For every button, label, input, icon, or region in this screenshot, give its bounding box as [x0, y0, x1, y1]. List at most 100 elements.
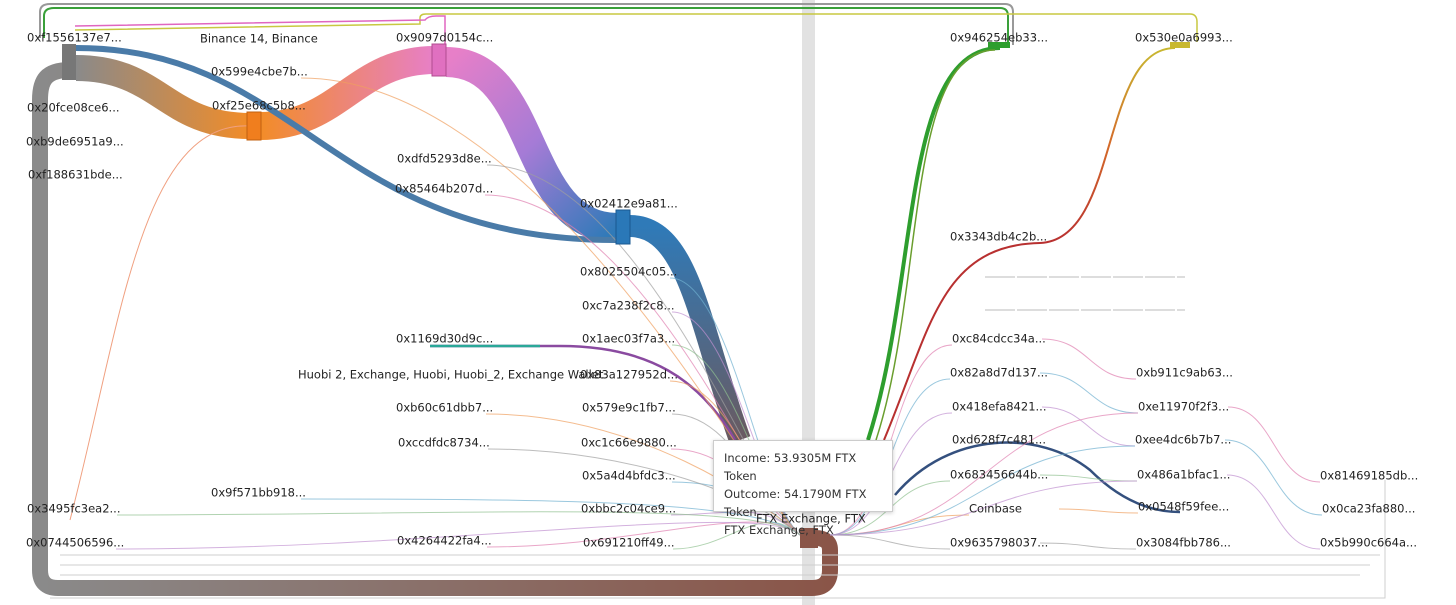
node-label[interactable]: 0x5b990c664a...: [1320, 536, 1417, 550]
link: [487, 448, 801, 536]
node-label[interactable]: 0x5a4d4bfdc3...: [582, 469, 676, 483]
link: [875, 49, 996, 441]
node-label[interactable]: 0xe11970f2f3...: [1138, 400, 1229, 414]
link: [1039, 47, 1176, 244]
link: [1039, 474, 1138, 482]
node-label[interactable]: 0x579e9c1fb7...: [582, 401, 676, 415]
tooltip-line: Outcome: 54.1790M FTX Token: [724, 487, 867, 519]
node-label[interactable]: 0x4264422fa4...: [397, 534, 492, 548]
link: [116, 511, 801, 536]
node-label[interactable]: 0x599e4cbe7b...: [211, 65, 308, 79]
node-label[interactable]: 0x9f571bb918...: [211, 486, 306, 500]
node-label[interactable]: 0x3343db4c2b...: [950, 230, 1047, 244]
node: [800, 528, 818, 548]
node-label[interactable]: 0x8025504c05...: [580, 265, 677, 279]
link: [69, 125, 251, 521]
node-label[interactable]: Coinbase: [969, 502, 1022, 516]
node-label[interactable]: 0x530e0a6993...: [1135, 31, 1233, 45]
node-label[interactable]: 0x85464b207d...: [395, 182, 493, 196]
link: [444, 47, 620, 243]
node: [431, 43, 447, 77]
node: [1170, 42, 1190, 48]
link: [1039, 542, 1137, 550]
node-label[interactable]: 0xf188631bde...: [28, 168, 123, 182]
link: [1226, 474, 1321, 550]
node-label[interactable]: 0x946254eb33...: [950, 31, 1048, 45]
node-label[interactable]: 0xc7a238f2c8...: [582, 299, 675, 313]
link: [74, 15, 446, 45]
tooltip-line: FTX Exchange, FTX: [724, 523, 834, 537]
link: [75, 45, 617, 243]
node-label[interactable]: 0x1aec03f7a3...: [582, 332, 675, 346]
link: [1039, 372, 1139, 414]
node: [246, 111, 262, 141]
node-label[interactable]: 0xdfd5293d8e...: [397, 152, 492, 166]
node-label[interactable]: 0x20fce08ce6...: [27, 101, 120, 115]
tooltip: Income: 53.9305M FTX Token Outcome: 54.1…: [713, 440, 893, 537]
node-label[interactable]: 0x0548f59fee...: [1138, 500, 1229, 514]
node-label[interactable]: 0x83a127952d...: [580, 368, 678, 382]
node-label[interactable]: 0xd628f7c481...: [952, 433, 1046, 447]
node-label[interactable]: 0xc84cdcc34a...: [952, 332, 1046, 346]
link: [671, 344, 801, 536]
node-label[interactable]: 0x3084fbb786...: [1136, 536, 1231, 550]
node-label[interactable]: 0x0ca23fa880...: [1322, 502, 1415, 516]
link: [671, 311, 801, 536]
node-label[interactable]: 0x691210ff49...: [583, 536, 675, 550]
link: [32, 62, 838, 596]
link: [485, 413, 801, 536]
link: [829, 412, 1139, 536]
node-label[interactable]: 0xc1c66e9880...: [581, 436, 677, 450]
node-label[interactable]: 0xbbc2c04ce9...: [581, 502, 676, 516]
node-label[interactable]: 0x9097d0154c...: [396, 31, 493, 45]
node-label[interactable]: 0x02412e9a81...: [580, 197, 678, 211]
node-label[interactable]: 0xf25e68c5b8...: [212, 99, 306, 113]
node-label[interactable]: 0xb9de6951a9...: [26, 135, 124, 149]
link: [883, 242, 1041, 441]
link: [1227, 406, 1321, 483]
link: [829, 534, 951, 550]
node-label[interactable]: Huobi 2, Exchange, Huobi, Huobi_2, Excha…: [298, 368, 604, 382]
link: [39, 3, 1014, 45]
node-label[interactable]: 0xb911c9ab63...: [1136, 366, 1233, 380]
node-label[interactable]: 0xccdfdc8734...: [398, 436, 490, 450]
node-label[interactable]: 0x81469185db...: [1320, 469, 1418, 483]
link: [115, 521, 801, 550]
link: [74, 13, 1198, 42]
node: [62, 44, 76, 80]
node-label[interactable]: 0x82a8d7d137...: [950, 366, 1048, 380]
node-label[interactable]: 0x683456644b...: [950, 468, 1048, 482]
node-label[interactable]: Binance 14, Binance: [200, 32, 318, 46]
link: [75, 55, 251, 139]
node-label[interactable]: 0x3495fc3ea2...: [27, 502, 120, 516]
node-label[interactable]: 0x1169d30d9c...: [396, 332, 493, 346]
node-label[interactable]: 0x486a1bfac1...: [1137, 468, 1230, 482]
node-label[interactable]: 0xee4dc6b7b7...: [1135, 433, 1231, 447]
link: [672, 522, 801, 550]
link: [629, 215, 751, 444]
node: [988, 42, 1010, 48]
link: [1058, 508, 1139, 514]
link: [1224, 439, 1323, 516]
node: [615, 209, 631, 245]
link: [829, 445, 1136, 536]
link: [669, 277, 801, 536]
node-label[interactable]: FTX Exchange, FTX: [756, 512, 866, 526]
node-label[interactable]: 0x0744506596...: [26, 536, 124, 550]
link: [50, 480, 1386, 599]
link: [430, 344, 737, 441]
link: [43, 7, 1009, 45]
node-label[interactable]: 0xf1556137e7...: [27, 31, 122, 45]
link: [300, 498, 801, 536]
node-label[interactable]: 0x9635798037...: [950, 536, 1048, 550]
link: [894, 441, 1181, 514]
node-label[interactable]: 0xb60c61dbb7...: [396, 401, 493, 415]
link: [1041, 406, 1136, 447]
node-label[interactable]: 0x418efa8421...: [952, 400, 1046, 414]
link: [866, 46, 1001, 441]
link: [1041, 338, 1137, 380]
link: [829, 480, 1138, 536]
link: [486, 521, 801, 548]
